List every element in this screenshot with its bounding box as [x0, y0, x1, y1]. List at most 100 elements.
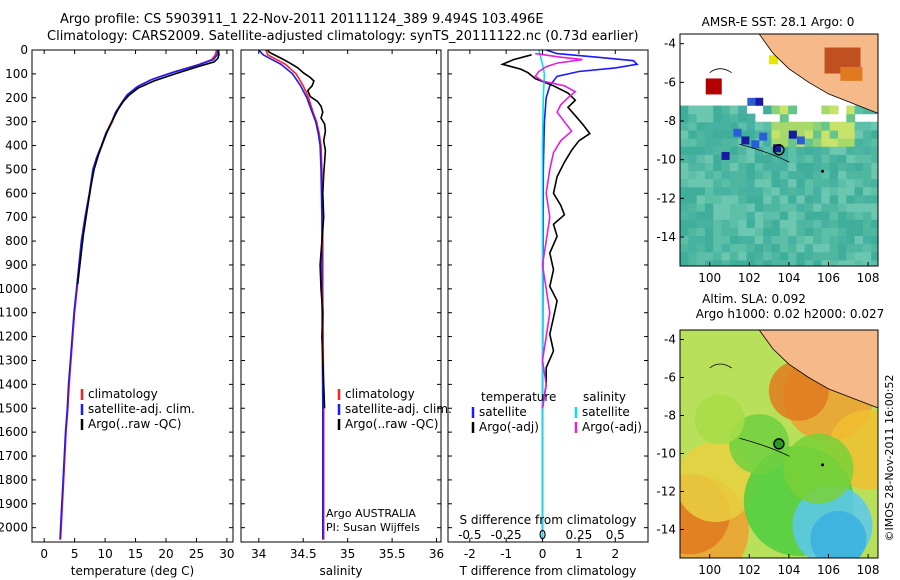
series-line-temperature-climatology — [59, 50, 218, 540]
y-tick-label-depth: 0 — [20, 43, 28, 57]
map-y-tick-label: -8 — [664, 114, 676, 128]
x-tick-label-salinity: 36 — [429, 547, 444, 561]
x-tick-label-temperature: 25 — [189, 547, 204, 561]
top-axis-label: 0.25 — [566, 528, 593, 542]
map-y-tick-label: -10 — [656, 153, 676, 167]
map-y-tick-label: -12 — [656, 191, 676, 205]
map-x-tick-label: 106 — [817, 563, 840, 577]
x-tick-label-temperature: 15 — [128, 547, 143, 561]
annotation-text: Argo AUSTRALIA — [326, 507, 416, 520]
map-layer-sla_map — [680, 330, 878, 558]
difference-top-title: S difference from climatology — [460, 513, 637, 527]
map-cell — [773, 144, 782, 153]
sla-blob — [810, 511, 867, 558]
plot-frame-temperature — [31, 49, 234, 543]
land-sumatra — [758, 330, 878, 409]
legend-entry-salinity: Argo(..raw -QC) — [345, 417, 438, 431]
map-y-tick-label: -10 — [656, 447, 676, 461]
map-point — [821, 169, 825, 173]
map-y-tick-label: -6 — [664, 371, 676, 385]
x-tick-label-temperature: 30 — [219, 547, 234, 561]
figure-title-line2: Climatology: CARS2009. Satellite-adjuste… — [47, 29, 639, 44]
series-line-salinity-satellite-adj-clim- — [258, 50, 324, 540]
map-cell — [733, 128, 742, 137]
x-tick-label-salinity: 35.5 — [379, 547, 406, 561]
map-layer-sst_map — [680, 34, 878, 266]
map-x-tick-label: 102 — [738, 271, 761, 285]
x-tick-label-salinity: 34.5 — [290, 547, 317, 561]
x-tick-label-difference: -1 — [500, 547, 512, 561]
sla-map-title: Altim. SLA: 0.092 — [702, 292, 806, 306]
map-cell — [755, 97, 764, 106]
map-y-tick-label: -14 — [656, 230, 676, 244]
x-tick-label-temperature: 20 — [158, 547, 173, 561]
sla-blob — [694, 394, 745, 445]
legend-entry-s-diff: Argo(-adj) — [582, 420, 642, 434]
map-cell — [840, 66, 863, 81]
map-y-tick-label: -12 — [656, 485, 676, 499]
map-x-tick-label: 104 — [777, 563, 800, 577]
y-tick-label-depth: 600 — [5, 186, 28, 200]
x-axis-label-difference: T difference from climatology — [459, 564, 637, 578]
annotation-text: PI: Susan Wijffels — [326, 521, 420, 534]
map-x-tick-label: 102 — [738, 563, 761, 577]
map-x-tick-label: 100 — [698, 563, 721, 577]
x-tick-label-difference: 1 — [575, 547, 583, 561]
map-y-tick-label: -14 — [656, 523, 676, 537]
y-tick-label-depth: 800 — [5, 234, 28, 248]
map-y-tick-label: -6 — [664, 75, 676, 89]
profile-panels — [31, 49, 649, 543]
y-tick-label-depth: 200 — [5, 91, 28, 105]
legend-entry-salinity: climatology — [345, 387, 415, 401]
map-cell — [751, 140, 760, 149]
map-cell — [721, 151, 730, 160]
x-tick-label-difference: -2 — [464, 547, 476, 561]
y-tick-label-depth: 500 — [5, 162, 28, 176]
sst-map-title: AMSR-E SST: 28.1 Argo: 0 — [702, 15, 855, 29]
y-tick-label-depth: 1600 — [0, 425, 28, 439]
y-tick-label-depth: 1200 — [0, 330, 28, 344]
map-x-tick-label: 104 — [777, 271, 800, 285]
series-line-difference-s-satellite — [538, 50, 546, 540]
plot-frame-difference — [447, 49, 649, 543]
y-tick-label-depth: 1100 — [0, 306, 28, 320]
figure-title-line1: Argo profile: CS 5903911_1 22-Nov-2011 2… — [60, 12, 544, 27]
series-line-salinity-climatology — [265, 50, 325, 540]
x-tick-label-temperature: 10 — [97, 547, 112, 561]
map-frame-sla_map — [679, 329, 879, 559]
coast-contour — [709, 363, 732, 369]
y-tick-label-depth: 300 — [5, 115, 28, 129]
map-cell — [705, 78, 722, 95]
y-tick-label-depth: 700 — [5, 210, 28, 224]
legend-entry-s-diff: satellite — [582, 405, 630, 419]
map-x-tick-label: 106 — [817, 271, 840, 285]
series-line-difference-argo-t-diff — [500, 54, 591, 409]
y-tick-label-depth: 100 — [5, 67, 28, 81]
map-y-tick-label: -4 — [664, 37, 676, 51]
map-cell — [788, 130, 797, 139]
map-cell — [796, 136, 805, 145]
plot-frame-salinity — [240, 49, 442, 543]
map-frame-sst_map — [679, 33, 879, 267]
map-cell — [747, 97, 756, 106]
top-axis-label: 0.5 — [606, 528, 625, 542]
legend-entry-s-diff: salinity — [583, 390, 626, 404]
map-x-tick-label: 108 — [857, 271, 880, 285]
x-tick-label-difference: 0 — [539, 547, 547, 561]
x-tick-label-salinity: 34 — [251, 547, 266, 561]
legend-entry-temperature: Argo(..raw -QC) — [88, 417, 181, 431]
map-panels — [679, 33, 879, 559]
series-line-salinity-argo-raw-qc- — [267, 50, 327, 409]
y-tick-label-depth: 1900 — [0, 497, 28, 511]
map-cell — [759, 132, 768, 141]
top-axis-label: -0.25 — [491, 528, 522, 542]
coast-contour — [739, 437, 790, 457]
series-line-temperature-satellite-adj-clim- — [59, 50, 219, 540]
map-cell — [769, 55, 779, 65]
x-tick-label-salinity: 35 — [340, 547, 355, 561]
legend-entry-temperature: climatology — [88, 387, 158, 401]
legend-entry-t-diff: satellite — [479, 405, 527, 419]
map-x-tick-label: 100 — [698, 271, 721, 285]
top-axis-label: -0.5 — [458, 528, 481, 542]
figure-text: 0 5 10 15 20 25 300100200300400500600700800900… — [0, 15, 896, 578]
